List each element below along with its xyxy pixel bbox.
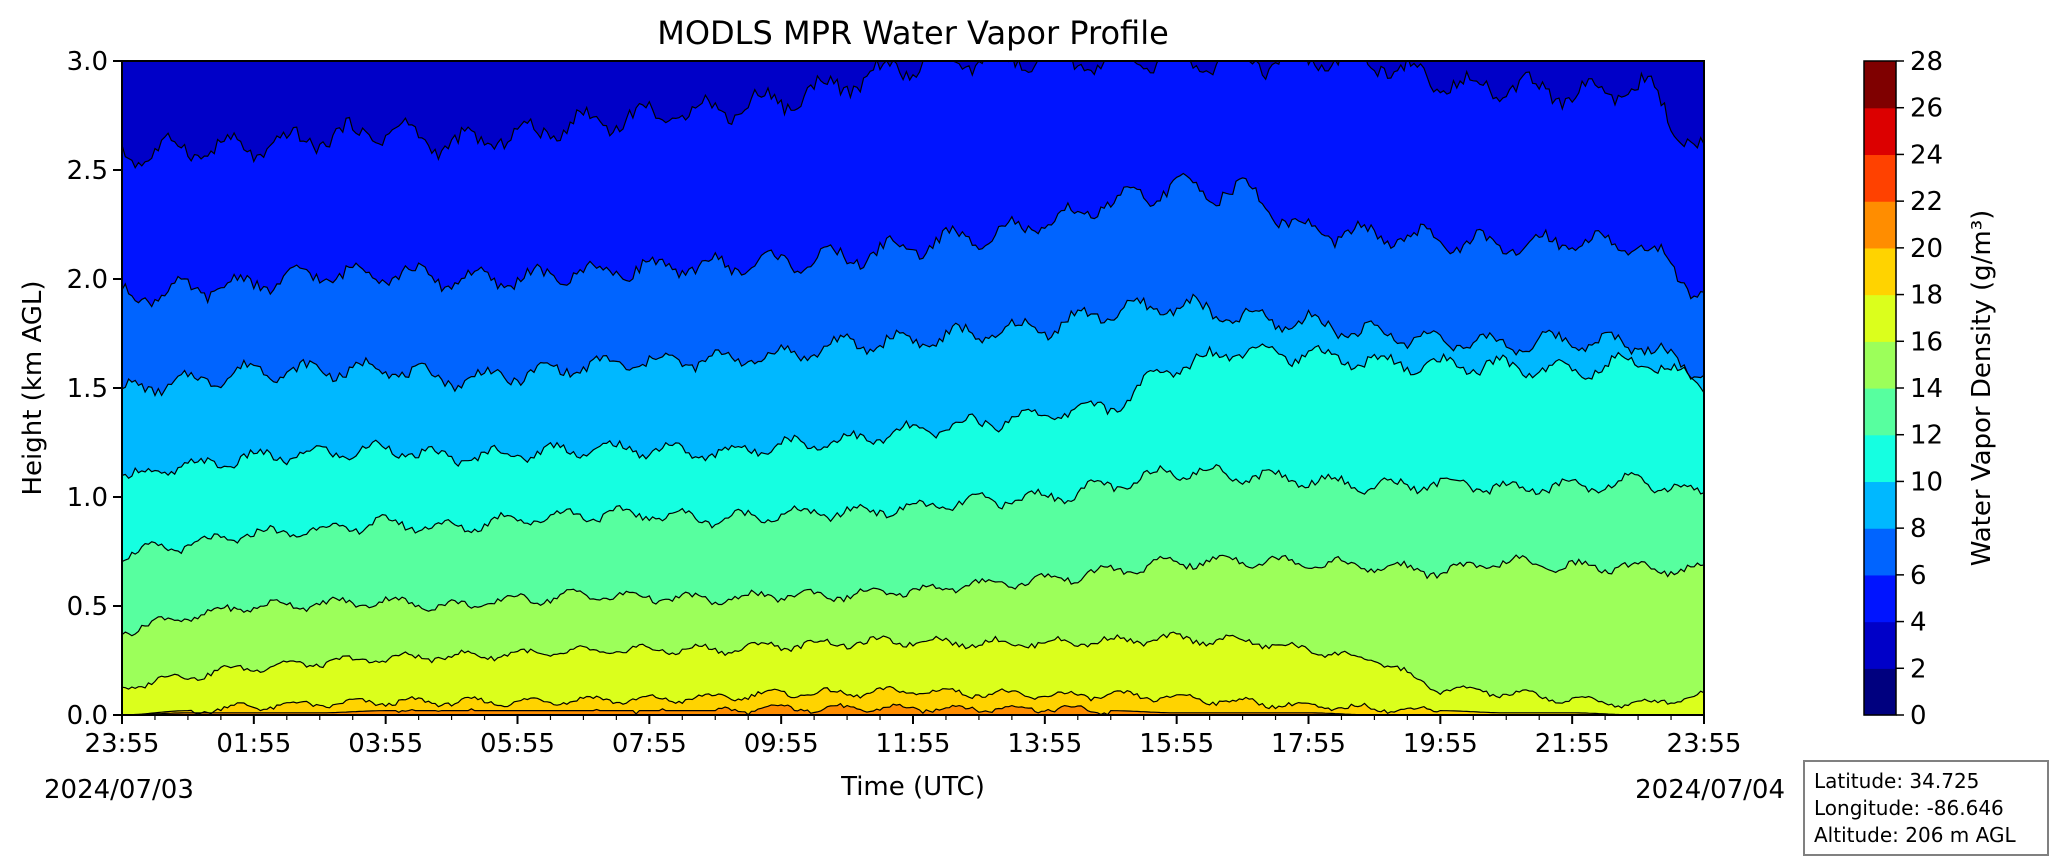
y-axis: 0.0 0.5 1.0 1.5 2.0 2.5 3.0 [67,47,122,731]
contour-line [122,702,1704,715]
contour-fill-band [122,686,1704,715]
contour-fill-band [122,632,1704,715]
x-tick-label: 07:55 [612,729,687,759]
end-date-label: 2024/07/04 [1635,775,1785,805]
y-tick-label: 0.5 [67,592,108,622]
latitude-text: Latitude: 34.725 [1814,769,1980,793]
colorbar-tick-label: 8 [1910,514,1927,544]
x-tick-label: 15:55 [1139,729,1214,759]
colorbar-segment [1864,528,1896,576]
contour-line [122,685,1704,715]
colorbar-segment [1864,201,1896,249]
contour-fill-band [122,703,1704,715]
x-tick-label: 17:55 [1271,729,1346,759]
x-axis: 23:55 01:55 03:55 05:55 07:55 09:55 11:55 13:55… [85,715,1742,759]
colorbar-segment [1864,341,1896,389]
x-tick-label: 11:55 [876,729,951,759]
x-tick-label: 13:55 [1007,729,1082,759]
chart-title: MODLS MPR Water Vapor Profile [657,14,1169,52]
site-info-box: Latitude: 34.725 Longitude: -86.646 Alti… [1803,760,2049,856]
colorbar-segment [1864,294,1896,342]
x-tick-label: 03:55 [348,729,423,759]
colorbar-segment [1864,388,1896,436]
y-tick-label: 0.0 [67,701,108,731]
colorbar-segment [1864,668,1896,716]
colorbar-tick-label: 26 [1910,94,1943,124]
colorbar-tick-label: 4 [1910,608,1927,638]
contour-fill-layer [122,61,1704,715]
longitude-text: Longitude: -86.646 [1814,796,2004,820]
start-date-label: 2024/07/03 [44,775,194,805]
x-tick-label: 09:55 [744,729,819,759]
contour-line [122,554,1704,637]
colorbar-segment [1864,107,1896,156]
x-axis-label: Time (UTC) [840,772,985,802]
x-tick-label: 21:55 [1535,729,1610,759]
colorbar-segment [1864,574,1896,623]
colorbar-tick-label: 0 [1910,701,1927,731]
colorbar-segment [1864,434,1896,483]
colorbar-segment [1864,61,1896,109]
x-tick-label: 19:55 [1403,729,1478,759]
colorbar-segment [1864,154,1896,202]
contour-line [122,172,1704,308]
contour-line [122,631,1704,709]
colorbar-segment [1864,247,1896,296]
x-tick-label: 05:55 [480,729,555,759]
contour-line [122,343,1704,479]
y-tick-label: 1.0 [67,483,108,513]
contour-line-layer [122,61,1704,715]
colorbar-tick-label: 22 [1910,187,1943,217]
y-tick-label: 3.0 [67,47,108,77]
y-tick-label: 1.5 [67,374,108,404]
y-axis-label: Height (km AGL) [18,280,48,495]
contour-line [122,463,1704,563]
colorbar-tick-label: 14 [1910,374,1943,404]
colorbar-label: Water Vapor Density (g/m³) [1967,210,1997,567]
colorbar-segment [1864,481,1896,529]
altitude-text: Altitude: 206 m AGL [1814,823,2016,847]
colorbar-tick-label: 6 [1910,561,1927,591]
colorbar-tick-label: 10 [1910,467,1943,497]
colorbar-tick-label: 12 [1910,421,1943,451]
x-tick-label: 23:55 [85,729,160,759]
colorbar-tick-label: 20 [1910,234,1943,264]
y-tick-label: 2.5 [67,156,108,186]
contour-line [122,293,1704,397]
colorbar-tick-label: 2 [1910,654,1927,684]
x-tick-label: 01:55 [216,729,291,759]
colorbar-segment [1864,621,1896,669]
y-tick-label: 2.0 [67,265,108,295]
contour-line [122,61,1704,169]
colorbar-tick-label: 28 [1910,47,1943,77]
colorbar-tick-label: 24 [1910,140,1943,170]
x-tick-label: 23:55 [1667,729,1742,759]
colorbar-tick-label: 18 [1910,281,1943,311]
colorbar-tick-label: 16 [1910,327,1943,357]
